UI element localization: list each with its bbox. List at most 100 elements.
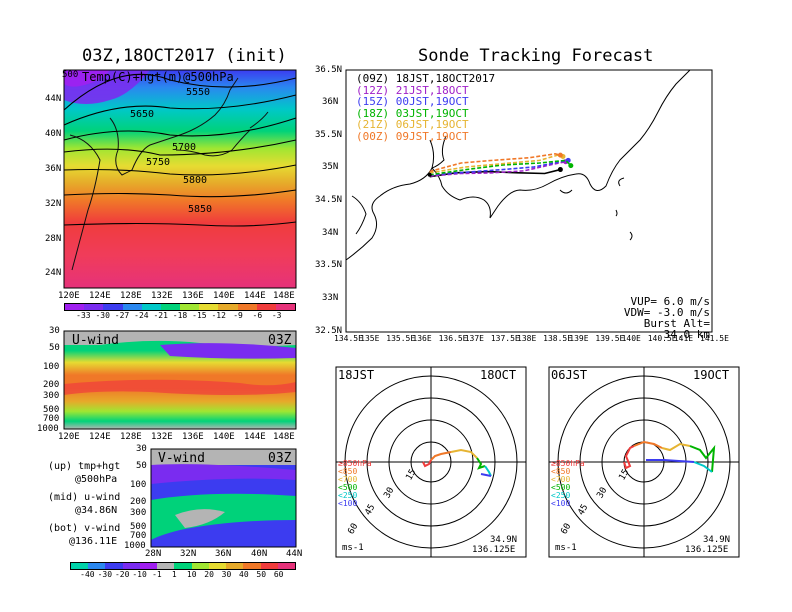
track-lon-label: 141E <box>673 334 694 343</box>
colorbar-label: -10 <box>132 570 147 579</box>
colorbar-swatch <box>199 304 219 310</box>
vwind-p-label: 50 <box>136 461 147 471</box>
track-legend: (09Z) 18JST,18OCT2017 (12Z) 21JST,18OCT … <box>356 73 495 142</box>
polar-left-loc-lon: 136.125E <box>472 545 516 555</box>
map500-lat-label: 32N <box>45 199 62 209</box>
map500-lat-label: 44N <box>45 94 62 104</box>
map500-lat-label: 40N <box>45 129 62 139</box>
map500-lon-label: 128E <box>120 291 142 301</box>
track-lon-label: 140.5E <box>647 334 677 343</box>
hodograph-segment <box>476 457 486 470</box>
track-series-group <box>427 152 574 178</box>
param-burst: Burst Alt= 34.0 km <box>643 317 710 341</box>
colorbar-swatch <box>141 304 161 310</box>
colorbar-swatch <box>275 304 296 310</box>
map500-contours <box>63 73 297 227</box>
contour-label: 5650 <box>130 109 155 120</box>
map500-overlay-label: Temp(C)+hgt(m)@500hPa <box>82 70 234 84</box>
colorbar-swatch <box>243 563 261 569</box>
pressure-legend-item: <700 <box>338 475 358 484</box>
colorbar-swatch <box>218 304 238 310</box>
colorbar-swatch <box>180 304 200 310</box>
uwind-p-label: 300 <box>43 391 60 401</box>
track-legend-item: (00Z) 09JST,19OCT <box>356 129 469 143</box>
track-lon-label: 134.5E <box>334 334 363 343</box>
track-lon-label: 135.5E <box>386 334 416 343</box>
track-lon-label: 141.5E <box>700 334 729 343</box>
track-params: VUP= 6.0 m/s VDW= -3.0 m/s Burst Alt= 34… <box>622 296 710 340</box>
map500-colorbar-labels: -33 -30 -27 -24 -21 -18 -15 -12 -9 -6 -3 <box>64 311 296 321</box>
colorbar-label: 10 <box>186 570 197 579</box>
vwind-p-label: 700 <box>130 531 147 541</box>
colorbar-label: 1 <box>171 570 177 579</box>
note-up-b: @500hPa <box>75 474 118 485</box>
pressure-legend-item: <850 <box>551 467 571 476</box>
uwind-lon-label: 136E <box>182 432 204 442</box>
note-mid-a: (mid) u-wind <box>48 492 121 503</box>
track-lat-label: 33.5N <box>315 260 343 270</box>
contour-label: 5750 <box>146 157 171 168</box>
map500-lon-label: 144E <box>244 291 266 301</box>
colorbar-swatch <box>174 563 192 569</box>
track-lat-label: 34N <box>322 228 339 238</box>
polar-left-loc-lat: 34.9N <box>490 535 518 545</box>
uwind-p-label: 500 <box>43 405 60 415</box>
hodograph-segment <box>450 448 478 459</box>
vwind-p-label: 300 <box>130 508 147 518</box>
polar-right-pressure-legend: ≥850hPa <850 <700 <500 <250 <100 <box>551 460 585 508</box>
colorbar-swatch <box>71 563 89 569</box>
map500-edge-label: 500 <box>62 70 79 80</box>
colorbar-swatch <box>105 563 123 569</box>
polar-right-date: 19OCT <box>693 368 730 382</box>
pressure-legend-item: <500 <box>338 483 358 492</box>
colorbar-swatch <box>256 304 276 310</box>
pressure-legend-item: <100 <box>551 499 571 508</box>
hodograph-segment <box>689 444 716 473</box>
colorbar-swatch <box>122 304 142 310</box>
colorbar-label: 20 <box>204 570 214 579</box>
track-lon-label: 136.5E <box>438 334 468 343</box>
map500-lat-label: 28N <box>45 234 62 244</box>
vwind-p-label: 1000 <box>124 541 146 551</box>
polar-right-graphics <box>549 367 739 557</box>
colorbar-label: -1 <box>152 570 162 579</box>
track-lon-label: 136E <box>412 334 432 343</box>
colorbar-swatch <box>208 563 227 569</box>
uwind-lon-label: 148E <box>273 432 295 442</box>
track-lon-label: 137.5E <box>490 334 520 343</box>
colorbar-swatch <box>237 304 257 310</box>
note-up-a: (up) tmp+hgt <box>48 461 121 472</box>
track-lat-label: 32.5N <box>315 326 343 336</box>
param-vup: VUP= 6.0 m/s <box>630 295 710 308</box>
colorbar-label: -9 <box>233 311 243 320</box>
vwind-p-label: 500 <box>130 522 147 532</box>
track-lon-labels: 134.5E 135E 135.5E 136E 136.5E 137E 137.5E 138E… <box>0 334 792 346</box>
hodograph-segment <box>484 465 492 477</box>
colorbar-label: -30 <box>97 570 113 579</box>
uwind-lon-label: 128E <box>120 432 142 442</box>
uwind-p-label: 100 <box>43 362 60 372</box>
vwind-lat-label: 32N <box>180 549 197 559</box>
colorbar-swatch <box>103 304 123 310</box>
vwind-lat-label: 28N <box>145 549 162 559</box>
colorbar-label: 40 <box>239 570 249 579</box>
colorbar-swatch <box>191 563 209 569</box>
uwind-time: 03Z <box>268 333 292 348</box>
polar-left-date: 18OCT <box>480 368 517 382</box>
colorbar-swatch <box>84 304 104 310</box>
pressure-legend-item: <100 <box>338 499 358 508</box>
contour-label: 5800 <box>183 175 208 186</box>
vwind-colorbar-labels: -40 -30 -20 -10 -1 1 10 20 30 40 50 60 <box>70 570 296 580</box>
track-lon-label: 138.5E <box>543 334 573 343</box>
uwind-lon-label: 132E <box>151 432 173 442</box>
map500-fill <box>64 70 296 288</box>
track-lat-label: 35N <box>322 162 339 172</box>
uwind-lon-label: 124E <box>89 432 111 442</box>
polar-right-time: 06JST <box>551 368 588 382</box>
colorbar-label: -30 <box>95 311 110 320</box>
colorbar-swatch <box>139 563 158 569</box>
